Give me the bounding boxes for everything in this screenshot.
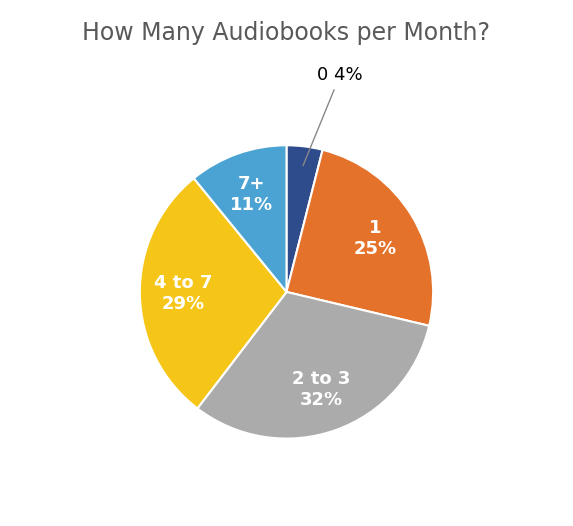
Text: 1
25%: 1 25%	[354, 219, 397, 258]
Wedge shape	[140, 178, 286, 408]
Wedge shape	[197, 292, 429, 439]
Wedge shape	[286, 150, 433, 326]
Text: How Many Audiobooks per Month?: How Many Audiobooks per Month?	[83, 21, 490, 45]
Text: 2 to 3
32%: 2 to 3 32%	[292, 370, 351, 409]
Text: 0 4%: 0 4%	[303, 66, 363, 166]
Wedge shape	[194, 145, 286, 292]
Text: 7+
11%: 7+ 11%	[230, 175, 273, 214]
Wedge shape	[286, 145, 323, 292]
Text: 4 to 7
29%: 4 to 7 29%	[154, 274, 212, 313]
